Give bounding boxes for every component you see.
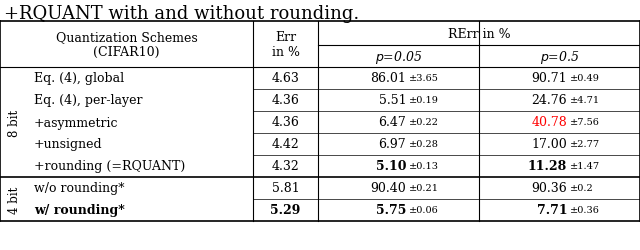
Text: 5.29: 5.29 — [270, 204, 301, 217]
Text: ±0.2: ±0.2 — [570, 184, 594, 193]
Text: ±0.21: ±0.21 — [409, 184, 439, 193]
Text: ±0.19: ±0.19 — [409, 96, 439, 105]
Text: Quantization Schemes
(CIFAR10): Quantization Schemes (CIFAR10) — [56, 31, 197, 59]
Text: 5.81: 5.81 — [271, 182, 300, 195]
Text: ±4.71: ±4.71 — [570, 96, 600, 105]
Text: +rounding (=RQUANT): +rounding (=RQUANT) — [34, 160, 185, 173]
Text: 11.28: 11.28 — [528, 160, 567, 173]
Text: ±0.13: ±0.13 — [409, 162, 439, 171]
Text: 6.47: 6.47 — [378, 116, 406, 129]
Text: +unsigned: +unsigned — [34, 138, 102, 151]
Text: 4.63: 4.63 — [271, 72, 300, 85]
Text: ±7.56: ±7.56 — [570, 118, 600, 127]
Text: ±0.28: ±0.28 — [409, 140, 439, 149]
Text: 4 bit: 4 bit — [8, 186, 22, 213]
Text: ±0.22: ±0.22 — [409, 118, 439, 127]
Text: 90.71: 90.71 — [532, 72, 567, 85]
Text: 4.36: 4.36 — [271, 94, 300, 107]
Text: $p$=0.05: $p$=0.05 — [375, 48, 422, 65]
Text: RErr in %: RErr in % — [448, 28, 510, 40]
Text: ±2.77: ±2.77 — [570, 140, 600, 149]
Text: 5.51: 5.51 — [378, 94, 406, 107]
Text: 24.76: 24.76 — [532, 94, 567, 107]
Text: 90.36: 90.36 — [531, 182, 567, 195]
Text: 40.78: 40.78 — [531, 116, 567, 129]
Text: w/o rounding*: w/o rounding* — [34, 182, 125, 195]
Text: ±3.65: ±3.65 — [409, 74, 439, 83]
Text: 86.01: 86.01 — [371, 72, 406, 85]
Text: 8 bit: 8 bit — [8, 109, 22, 136]
Text: ±0.06: ±0.06 — [409, 206, 439, 215]
Text: 5.10: 5.10 — [376, 160, 406, 173]
Text: ±1.47: ±1.47 — [570, 162, 600, 171]
Text: 4.36: 4.36 — [271, 116, 300, 129]
Text: 17.00: 17.00 — [531, 138, 567, 151]
Text: $p$=0.5: $p$=0.5 — [540, 48, 579, 65]
Text: Eq. (4), global: Eq. (4), global — [34, 72, 124, 85]
Text: +asymmetric: +asymmetric — [34, 116, 118, 129]
Text: +RQUANT with and without rounding.: +RQUANT with and without rounding. — [4, 5, 359, 23]
Text: 6.97: 6.97 — [378, 138, 406, 151]
Text: w/ rounding*: w/ rounding* — [34, 204, 125, 217]
Text: 7.71: 7.71 — [536, 204, 567, 217]
Text: 90.40: 90.40 — [371, 182, 406, 195]
Text: Eq. (4), per-layer: Eq. (4), per-layer — [34, 94, 143, 107]
Text: 4.32: 4.32 — [271, 160, 300, 173]
Text: Err
in %: Err in % — [271, 31, 300, 59]
Text: 4.42: 4.42 — [271, 138, 300, 151]
Text: ±0.36: ±0.36 — [570, 206, 600, 215]
Text: ±0.49: ±0.49 — [570, 74, 600, 83]
Text: 5.75: 5.75 — [376, 204, 406, 217]
